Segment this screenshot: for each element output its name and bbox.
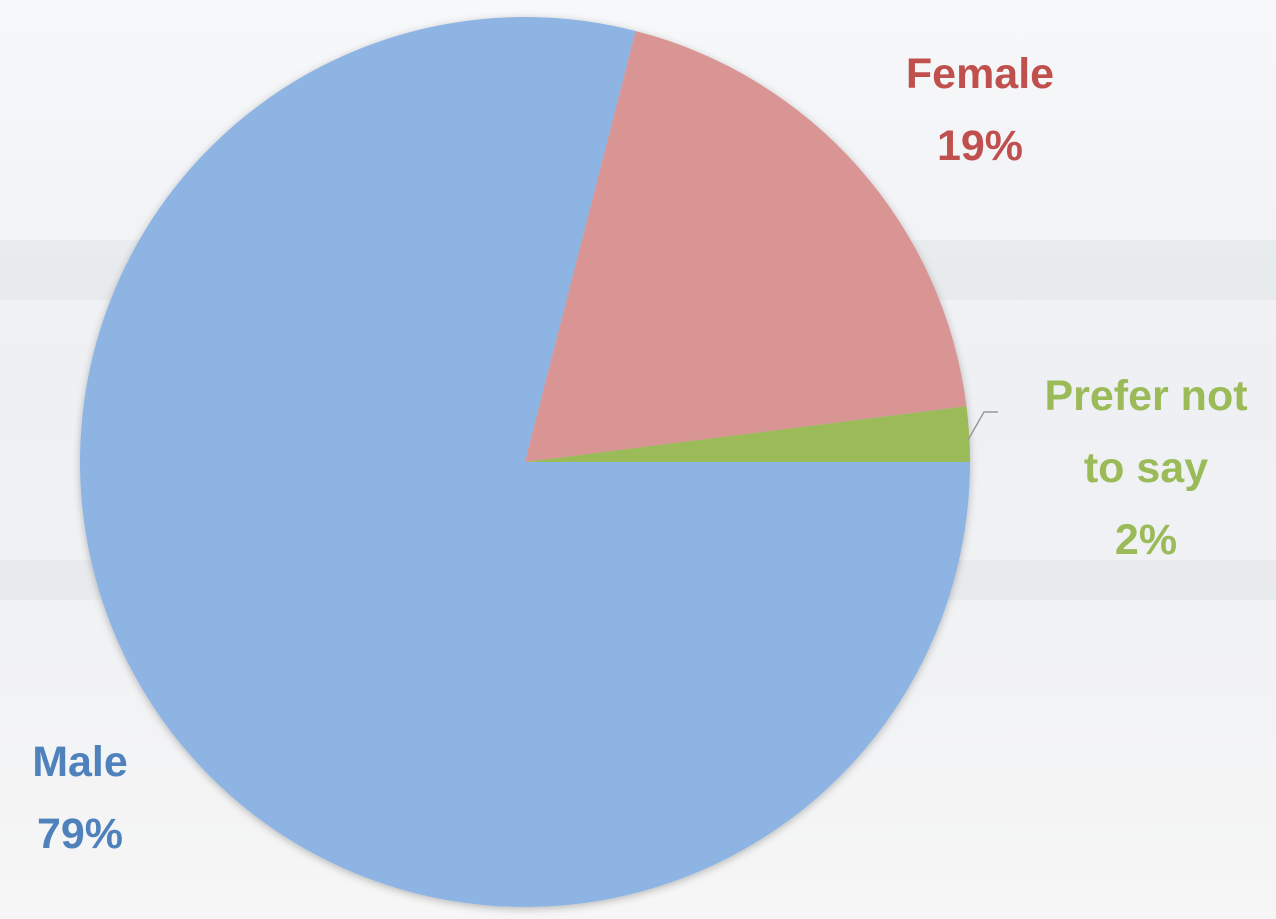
label-category: Male	[0, 726, 190, 798]
label-category: Female	[860, 38, 1100, 110]
label-value: 2%	[1024, 504, 1268, 576]
label-value: 79%	[0, 798, 190, 870]
page: (() => { const data = JSON.parse(documen…	[0, 0, 1276, 919]
label-value: 19%	[860, 110, 1100, 182]
pie	[80, 17, 970, 907]
label-category: Prefer not to say	[1024, 360, 1268, 504]
leader-line	[968, 412, 998, 440]
